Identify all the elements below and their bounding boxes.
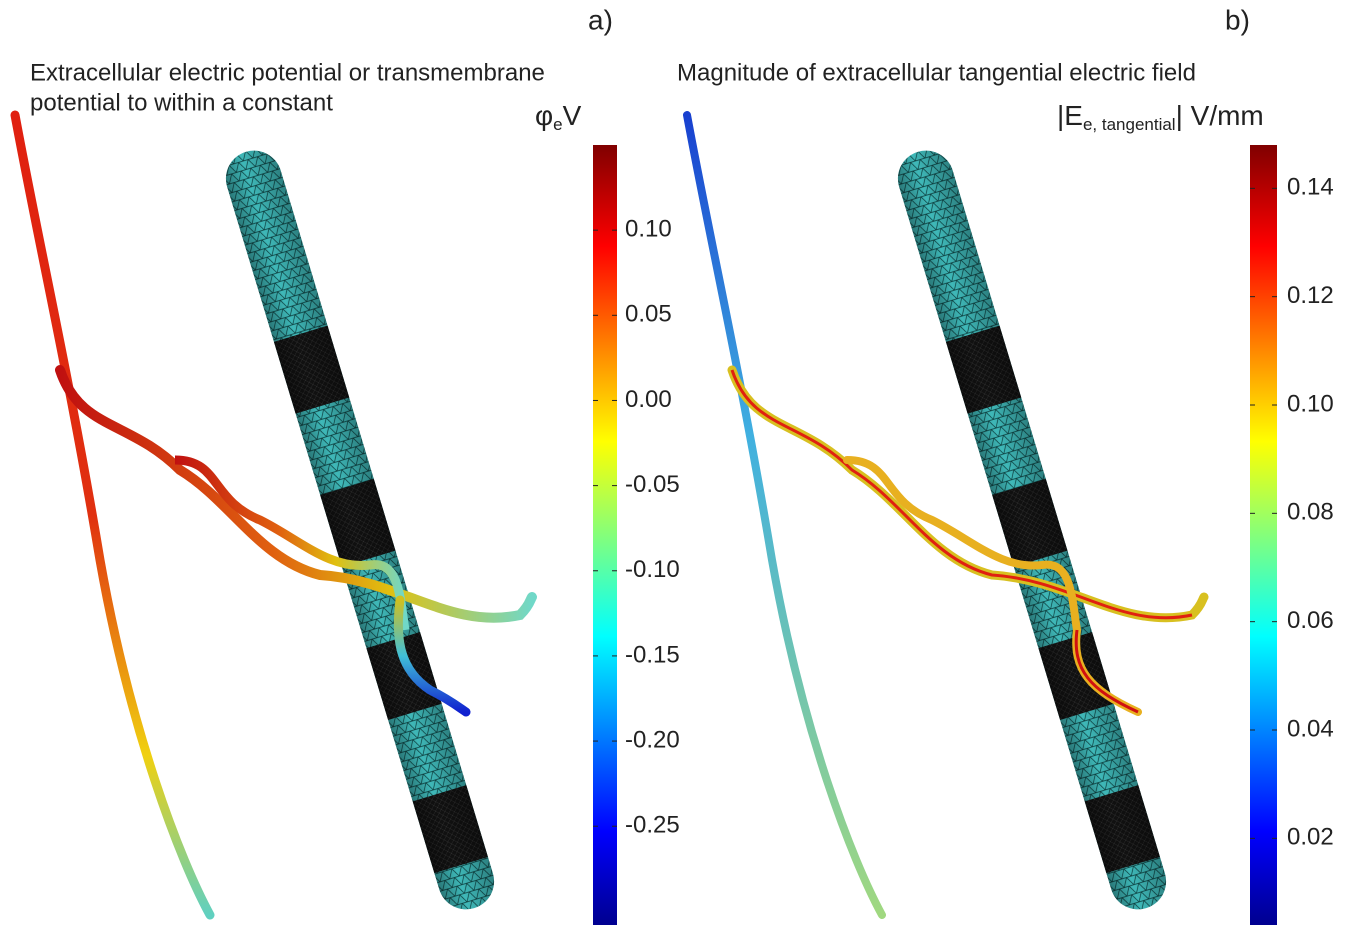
colorbar-tick-label: -0.05 xyxy=(625,471,680,498)
axon xyxy=(10,110,215,920)
colorbar-label: |Ee, tangential| V/mm xyxy=(1057,100,1264,134)
colorbar-tick-label: 0.14 xyxy=(1287,174,1334,201)
scene-b xyxy=(683,111,1209,919)
colorbar-unit: | V/mm xyxy=(1176,100,1264,131)
colorbar-symbol: |E xyxy=(1057,100,1083,131)
scene-a xyxy=(10,110,537,920)
colorbar-tick-label: 0.12 xyxy=(1287,282,1334,309)
colorbar-tick-label: -0.10 xyxy=(625,556,680,583)
colorbar-tick-label: 0.04 xyxy=(1287,715,1334,742)
branch xyxy=(393,595,471,717)
colorbar-tick-label: 0.10 xyxy=(625,215,672,242)
colorbar-tick-label: 0.10 xyxy=(1287,390,1334,417)
colorbar xyxy=(593,145,617,925)
colorbar-tick-label: 0.06 xyxy=(1287,607,1334,634)
shading xyxy=(897,150,1167,910)
panel-title: Magnitude of extracellular tangential el… xyxy=(677,59,1196,86)
colorbar-tick-label: 0.00 xyxy=(625,386,672,413)
colorbar-label: φeV xyxy=(535,100,582,134)
shading xyxy=(225,150,495,910)
branch xyxy=(55,365,537,623)
branch xyxy=(1074,629,1139,714)
colorbar-symbol: φ xyxy=(535,100,553,131)
branch xyxy=(174,455,410,631)
panel-title: Extracellular electric potential or tran… xyxy=(30,59,545,86)
colorbar-tick-label: -0.15 xyxy=(625,641,680,668)
colorbar-tick-label: 0.02 xyxy=(1287,824,1334,851)
colorbar-tick-label: 0.08 xyxy=(1287,499,1334,526)
axon xyxy=(683,111,886,919)
colorbar-tick-label: -0.25 xyxy=(625,812,680,839)
panel-title: potential to within a constant xyxy=(30,89,333,116)
colorbar-subscript: e, tangential xyxy=(1083,115,1176,134)
colorbar xyxy=(1250,145,1277,925)
panel-label: b) xyxy=(1225,4,1250,35)
colorbar-tick-label: 0.05 xyxy=(625,301,672,328)
panel-label: a) xyxy=(588,4,613,35)
colorbar-subscript: e xyxy=(553,115,562,134)
colorbar-unit: V xyxy=(563,100,582,131)
colorbar-tick-label: -0.20 xyxy=(625,726,680,753)
branch xyxy=(730,369,1193,620)
